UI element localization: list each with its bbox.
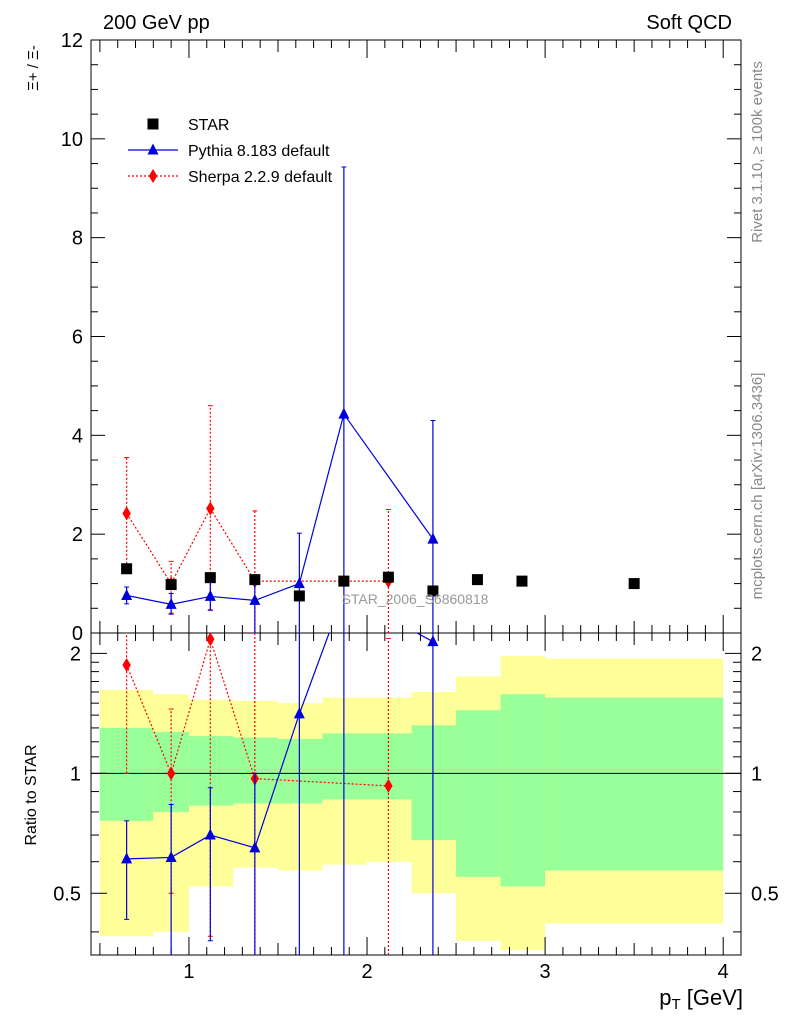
top-y-tick-label: 2	[72, 524, 83, 546]
rivet-version-label: Rivet 3.1.10, ≥ 100k events	[749, 61, 766, 243]
x-tick-label: 1	[183, 961, 194, 983]
ratio-y-tick-label-right: 1	[751, 763, 762, 785]
data-point	[384, 778, 393, 793]
ratio-y-tick-label-right: 0.5	[751, 883, 779, 905]
band-inner-bin	[188, 736, 234, 806]
ratio-panel-bands	[99, 655, 724, 951]
data-point	[293, 590, 305, 602]
data-point	[122, 658, 131, 673]
x-axis-label: pT [GeV]	[659, 985, 743, 1013]
data-point	[293, 577, 305, 589]
data-point	[204, 589, 216, 601]
ratio-y-axis-label: Ratio to STAR	[23, 744, 40, 845]
data-point	[249, 574, 261, 586]
ratio-y-tick-label: 0.5	[53, 883, 81, 905]
top-y-tick-label: 12	[61, 30, 83, 52]
data-point	[165, 850, 177, 862]
ratio-y-tick-label: 1	[70, 763, 81, 785]
band-inner-bin	[233, 737, 278, 804]
band-inner-bin	[456, 710, 501, 877]
ratio-y-tick-label-right: 2	[751, 643, 762, 665]
data-point	[628, 578, 640, 590]
data-point	[427, 585, 439, 597]
data-point	[166, 766, 176, 781]
legend-marker	[148, 169, 158, 183]
x-tick-label: 3	[540, 961, 551, 983]
legend-label: Pythia 8.183 default	[188, 143, 330, 160]
legend-label: STAR	[188, 117, 229, 134]
source-label: mcplots.cern.ch [arXiv:1306.3436]	[749, 373, 766, 600]
legend-marker	[147, 118, 159, 130]
top-y-tick-label: 10	[61, 129, 83, 151]
legend-label: Sherpa 2.2.9 default	[188, 169, 333, 186]
band-inner-bin	[545, 697, 724, 871]
data-point	[122, 506, 131, 521]
data-point	[121, 563, 133, 575]
data-point	[249, 593, 261, 605]
band-inner-bin	[99, 727, 154, 821]
ratio-y-tick-label: 2	[70, 643, 81, 665]
data-point	[427, 635, 439, 647]
band-inner-bin	[411, 725, 457, 841]
header-left-label: 200 GeV pp	[103, 12, 210, 34]
data-point	[165, 597, 177, 609]
data-point	[204, 828, 216, 840]
data-point	[204, 572, 216, 584]
top-series-star	[121, 563, 640, 602]
top-y-tick-label: 6	[72, 327, 83, 349]
data-point	[338, 407, 350, 419]
legend: STAR Pythia 8.183 default Sherpa 2.2.9 def…	[128, 117, 333, 186]
x-tick-label: 2	[361, 961, 372, 983]
top-y-tick-label: 8	[72, 228, 83, 250]
series-layer	[121, 166, 640, 955]
legend-marker	[147, 143, 159, 155]
data-point	[206, 632, 215, 647]
top-y-tick-label: 4	[72, 425, 83, 447]
x-tick-label: 4	[718, 961, 729, 983]
data-point	[427, 532, 439, 544]
band-inner-bin	[277, 738, 323, 804]
header-right-label: Soft QCD	[646, 12, 732, 34]
top-y-tick-label: 0	[72, 623, 83, 645]
data-point	[471, 574, 483, 586]
top-y-axis-label: Ξ+ / Ξ-	[25, 45, 42, 91]
series-line	[126, 507, 389, 585]
band-inner-bin	[500, 694, 546, 887]
data-point	[338, 575, 350, 587]
data-point	[249, 841, 261, 853]
data-point	[121, 588, 133, 600]
ratio-series-pythia	[121, 633, 439, 955]
data-point	[516, 575, 528, 587]
data-point	[382, 571, 394, 583]
data-point	[165, 579, 177, 591]
data-point	[293, 707, 305, 719]
data-point	[206, 501, 215, 516]
top-series-pythia	[121, 166, 439, 633]
band-inner-bin	[322, 733, 368, 800]
analysis-watermark: STAR_2006_S6860818	[342, 591, 489, 607]
data-point	[121, 852, 133, 864]
